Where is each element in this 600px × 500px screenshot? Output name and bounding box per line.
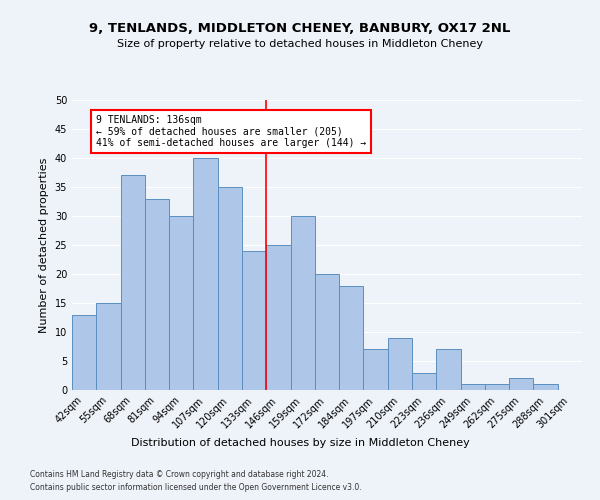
Bar — [72, 314, 96, 390]
Bar — [169, 216, 193, 390]
Bar — [364, 350, 388, 390]
Bar — [388, 338, 412, 390]
Bar — [218, 187, 242, 390]
Bar — [461, 384, 485, 390]
Bar — [193, 158, 218, 390]
Bar — [145, 198, 169, 390]
Bar — [96, 303, 121, 390]
Text: Distribution of detached houses by size in Middleton Cheney: Distribution of detached houses by size … — [131, 438, 469, 448]
Text: Size of property relative to detached houses in Middleton Cheney: Size of property relative to detached ho… — [117, 39, 483, 49]
Text: 9, TENLANDS, MIDDLETON CHENEY, BANBURY, OX17 2NL: 9, TENLANDS, MIDDLETON CHENEY, BANBURY, … — [89, 22, 511, 36]
Bar — [485, 384, 509, 390]
Bar — [509, 378, 533, 390]
Bar — [315, 274, 339, 390]
Text: 9 TENLANDS: 136sqm
← 59% of detached houses are smaller (205)
41% of semi-detach: 9 TENLANDS: 136sqm ← 59% of detached hou… — [96, 114, 367, 148]
Text: Contains public sector information licensed under the Open Government Licence v3: Contains public sector information licen… — [30, 482, 362, 492]
Bar — [533, 384, 558, 390]
Bar — [266, 245, 290, 390]
Text: Contains HM Land Registry data © Crown copyright and database right 2024.: Contains HM Land Registry data © Crown c… — [30, 470, 329, 479]
Y-axis label: Number of detached properties: Number of detached properties — [39, 158, 49, 332]
Bar — [412, 372, 436, 390]
Bar — [290, 216, 315, 390]
Bar — [339, 286, 364, 390]
Bar — [121, 176, 145, 390]
Bar — [242, 251, 266, 390]
Bar — [436, 350, 461, 390]
